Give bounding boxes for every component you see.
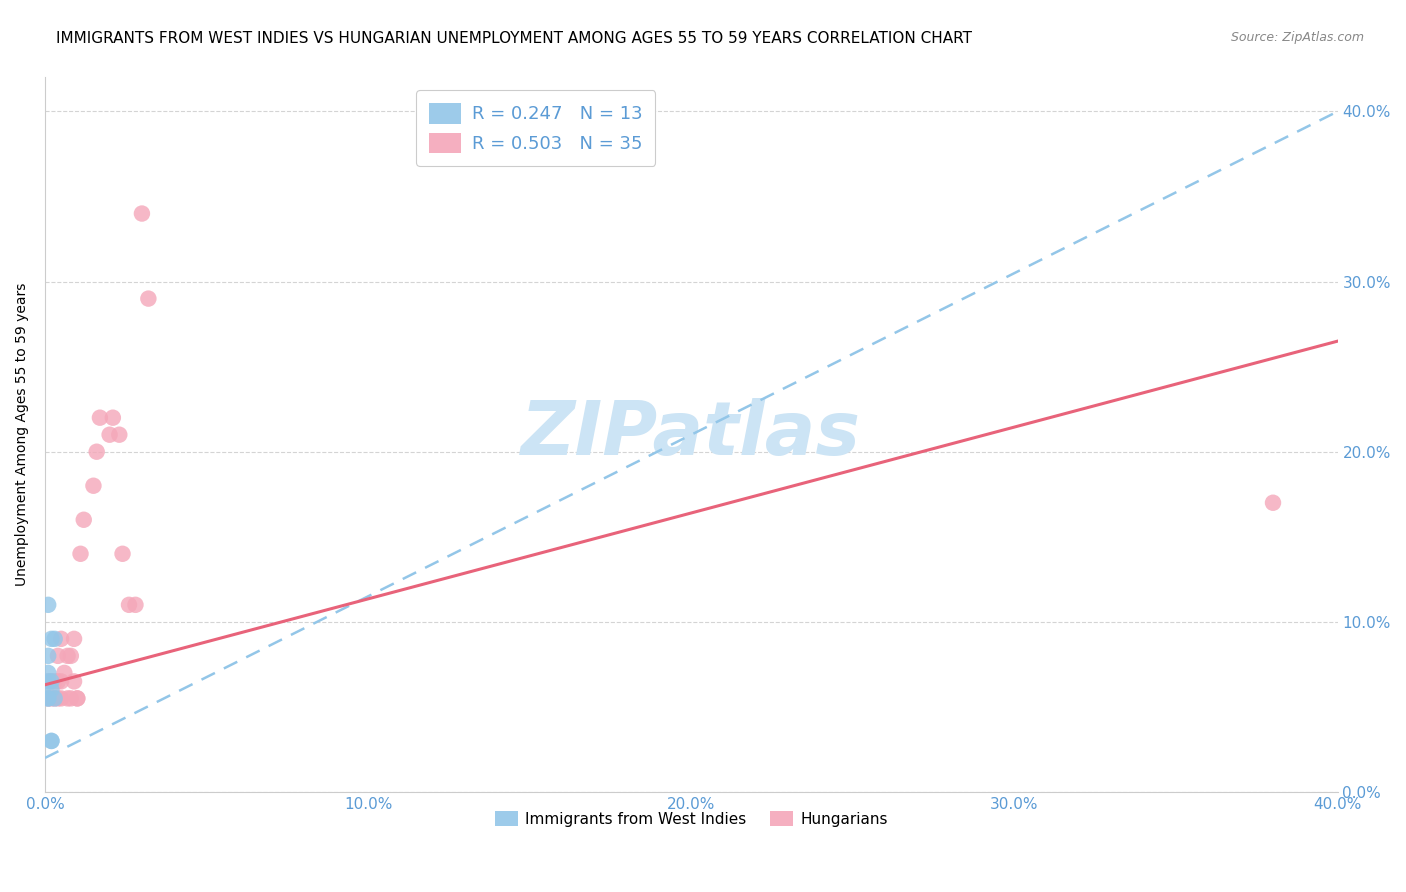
Text: Source: ZipAtlas.com: Source: ZipAtlas.com bbox=[1230, 31, 1364, 45]
Point bbox=[89, 410, 111, 425]
Point bbox=[86, 444, 108, 458]
Point bbox=[44, 691, 66, 706]
Y-axis label: Unemployment Among Ages 55 to 59 years: Unemployment Among Ages 55 to 59 years bbox=[15, 283, 30, 586]
Point bbox=[66, 691, 89, 706]
Point bbox=[101, 410, 124, 425]
Point bbox=[41, 734, 63, 748]
Point bbox=[46, 648, 69, 663]
Point bbox=[46, 674, 69, 689]
Point bbox=[59, 648, 82, 663]
Point bbox=[49, 674, 72, 689]
Point bbox=[44, 632, 66, 646]
Point bbox=[1261, 496, 1284, 510]
Point bbox=[108, 427, 131, 442]
Point bbox=[98, 427, 121, 442]
Point bbox=[56, 648, 79, 663]
Point bbox=[41, 734, 63, 748]
Point bbox=[73, 513, 96, 527]
Point bbox=[138, 292, 160, 306]
Point bbox=[46, 691, 69, 706]
Point bbox=[118, 598, 141, 612]
Point bbox=[63, 674, 86, 689]
Point bbox=[41, 632, 63, 646]
Point bbox=[37, 665, 59, 680]
Point bbox=[37, 648, 59, 663]
Point bbox=[41, 674, 63, 689]
Point bbox=[124, 598, 146, 612]
Point bbox=[111, 547, 134, 561]
Point bbox=[44, 674, 66, 689]
Point bbox=[41, 691, 63, 706]
Point bbox=[69, 547, 91, 561]
Point bbox=[37, 691, 59, 706]
Point bbox=[63, 632, 86, 646]
Point bbox=[37, 691, 59, 706]
Text: ZIPatlas: ZIPatlas bbox=[522, 398, 862, 471]
Point bbox=[37, 674, 59, 689]
Point bbox=[37, 691, 59, 706]
Point bbox=[41, 674, 63, 689]
Point bbox=[53, 665, 76, 680]
Point bbox=[49, 691, 72, 706]
Point bbox=[82, 479, 104, 493]
Point bbox=[44, 691, 66, 706]
Point bbox=[49, 632, 72, 646]
Text: IMMIGRANTS FROM WEST INDIES VS HUNGARIAN UNEMPLOYMENT AMONG AGES 55 TO 59 YEARS : IMMIGRANTS FROM WEST INDIES VS HUNGARIAN… bbox=[56, 31, 972, 46]
Point bbox=[41, 682, 63, 697]
Point bbox=[59, 691, 82, 706]
Point bbox=[56, 691, 79, 706]
Point bbox=[37, 674, 59, 689]
Legend: Immigrants from West Indies, Hungarians: Immigrants from West Indies, Hungarians bbox=[488, 803, 896, 834]
Point bbox=[131, 206, 153, 220]
Point bbox=[37, 598, 59, 612]
Point bbox=[66, 691, 89, 706]
